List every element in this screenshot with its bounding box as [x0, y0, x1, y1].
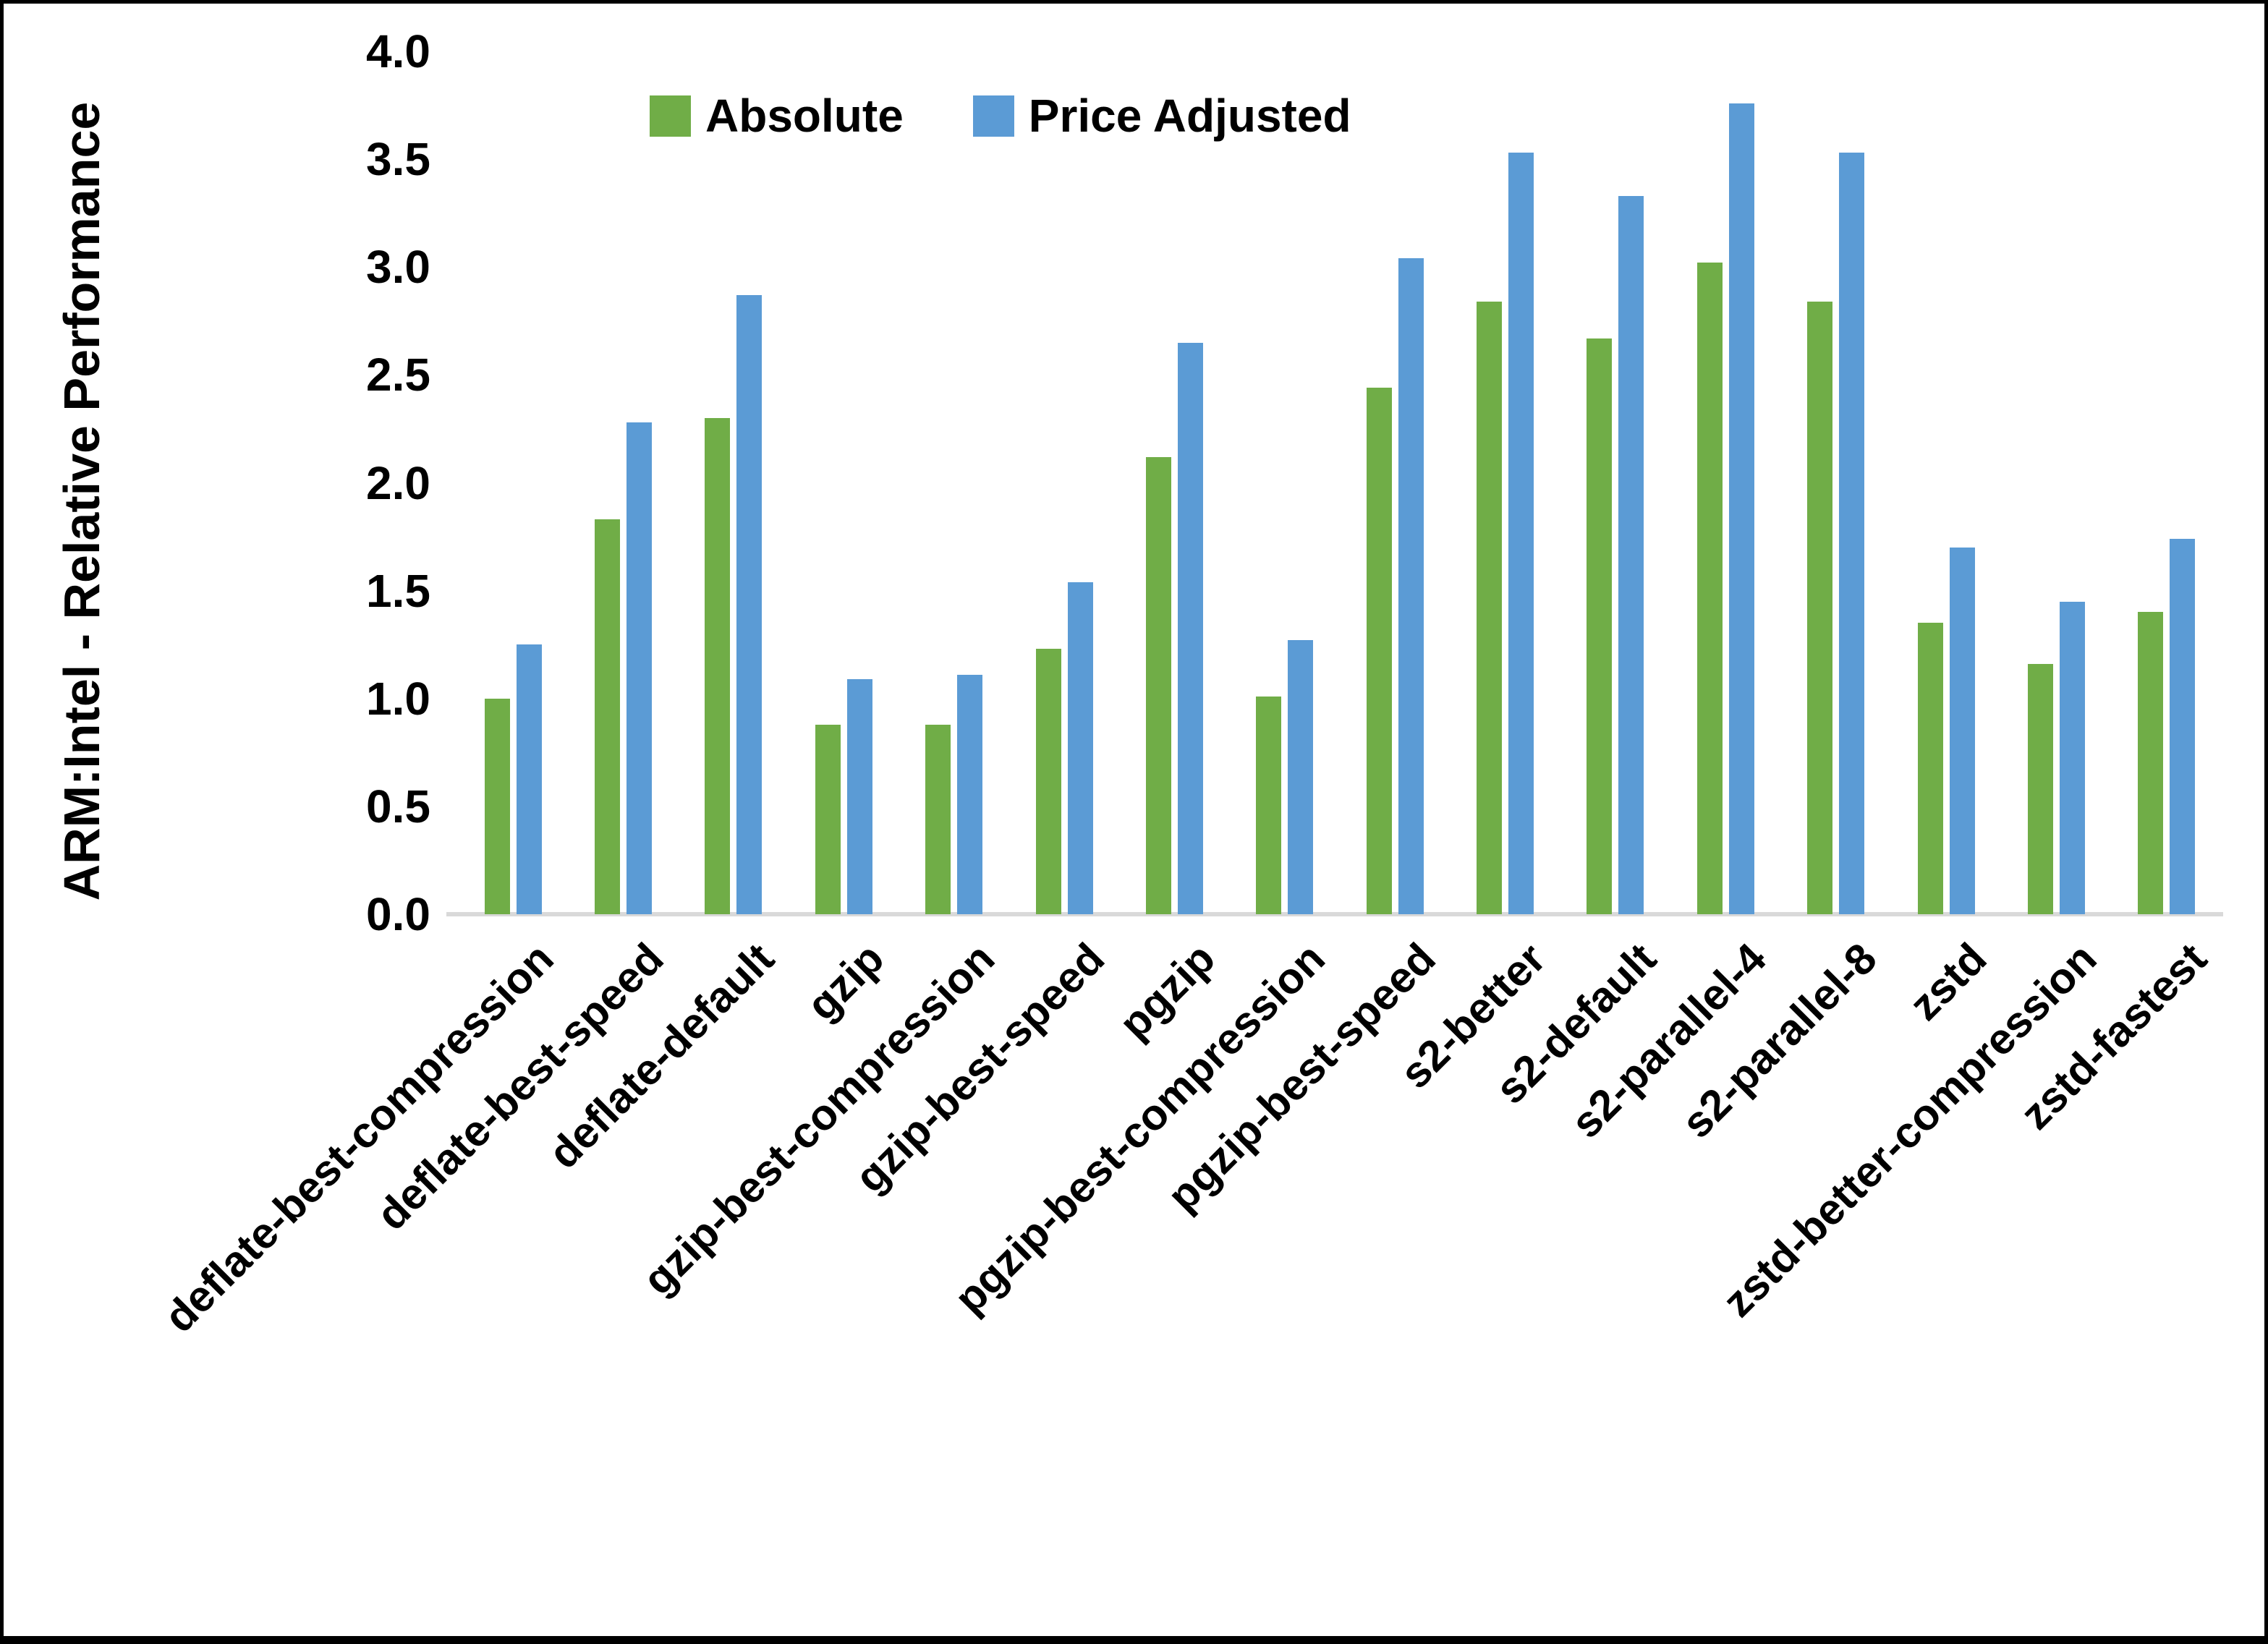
y-tick-label-0.5: 0.5 — [366, 780, 430, 832]
bar-s2-parallel-8-price-adjusted — [1839, 153, 1865, 914]
y-tick-label-2.5: 2.5 — [366, 349, 430, 401]
bar-s2-parallel-4-price-adjusted — [1728, 103, 1754, 914]
legend-label-price-adjusted: Price Adjusted — [1028, 90, 1351, 142]
bar-deflate-best-speed-price-adjusted — [627, 422, 653, 914]
y-tick-label-2.0: 2.0 — [366, 457, 430, 509]
bar-gzip-best-compression-absolute — [925, 725, 951, 914]
bar-s2-default-price-adjusted — [1618, 196, 1644, 914]
x-axis-line — [446, 912, 2223, 916]
bar-pgzip-best-compression-absolute — [1256, 697, 1282, 914]
y-tick-label-4.0: 4.0 — [366, 25, 430, 77]
x-category-label-s2-parallel-4: s2-parallel-4 — [1561, 934, 1775, 1148]
y-tick-label-1.5: 1.5 — [366, 565, 430, 617]
legend-label-absolute: Absolute — [705, 90, 904, 142]
legend-swatch-price-adjusted-icon — [972, 95, 1014, 137]
bar-pgzip-best-speed-absolute — [1366, 388, 1392, 914]
bar-deflate-default-absolute — [705, 418, 731, 914]
x-category-label-s2-parallel-8: s2-parallel-8 — [1672, 934, 1886, 1148]
bar-deflate-best-compression-absolute — [484, 699, 510, 914]
bar-pgzip-price-adjusted — [1177, 343, 1203, 914]
legend-swatch-absolute-icon — [650, 95, 691, 137]
bar-s2-better-absolute — [1477, 302, 1503, 914]
bar-zstd-better-compression-absolute — [2027, 664, 2053, 914]
bar-gzip-best-speed-absolute — [1035, 649, 1061, 914]
y-tick-label-3.0: 3.0 — [366, 241, 430, 293]
bar-zstd-absolute — [1917, 623, 1943, 914]
y-tick-label-1.0: 1.0 — [366, 673, 430, 725]
bar-deflate-best-speed-absolute — [595, 519, 621, 914]
bar-gzip-price-adjusted — [846, 679, 872, 914]
bar-gzip-best-compression-price-adjusted — [957, 675, 983, 914]
y-axis-title: ARM:Intel - Relative Performance — [54, 101, 110, 901]
bar-pgzip-best-speed-price-adjusted — [1398, 258, 1424, 914]
x-category-label-gzip: gzip — [797, 934, 893, 1030]
y-tick-label-0.0: 0.0 — [366, 888, 430, 940]
x-category-label-zstd: zstd — [1900, 934, 1996, 1030]
legend-item-absolute: Absolute — [650, 89, 904, 142]
bar-deflate-default-price-adjusted — [736, 295, 763, 914]
bar-deflate-best-compression-price-adjusted — [516, 644, 542, 914]
bar-zstd-price-adjusted — [1949, 548, 1975, 914]
legend-item-price-adjusted: Price Adjusted — [972, 89, 1351, 142]
bar-s2-default-absolute — [1587, 338, 1613, 914]
bar-pgzip-absolute — [1145, 457, 1171, 914]
bar-s2-better-price-adjusted — [1508, 153, 1534, 914]
bar-gzip-absolute — [815, 725, 841, 914]
bar-gzip-best-speed-price-adjusted — [1067, 582, 1093, 914]
bar-s2-parallel-4-absolute — [1696, 263, 1723, 914]
bar-pgzip-best-compression-price-adjusted — [1288, 640, 1314, 914]
bar-zstd-fastest-absolute — [2138, 612, 2164, 914]
bar-s2-parallel-8-absolute — [1807, 302, 1833, 914]
plot-area — [446, 51, 2223, 916]
bar-zstd-fastest-price-adjusted — [2170, 539, 2196, 914]
y-tick-label-3.5: 3.5 — [366, 133, 430, 185]
bar-zstd-better-compression-price-adjusted — [2059, 602, 2085, 914]
legend: Absolute Price Adjusted — [650, 89, 1351, 142]
